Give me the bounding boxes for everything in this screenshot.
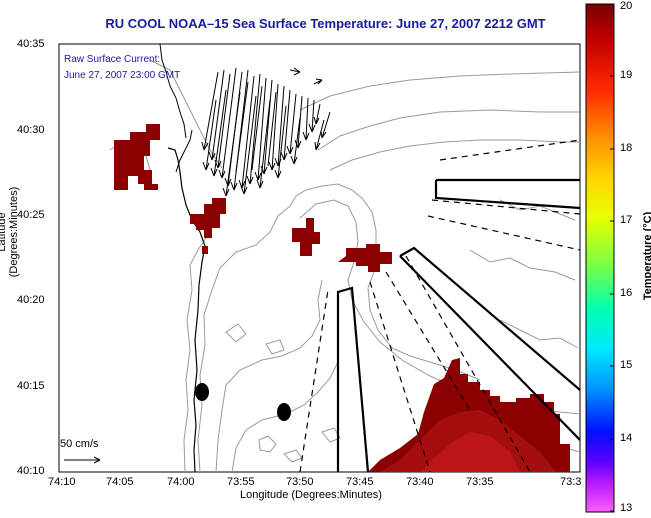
colorbar-tick-label: 14 <box>620 432 633 444</box>
x-axis-label: Longitude (Degrees:Minutes) <box>240 489 382 501</box>
x-tick-label: 73:3 <box>560 476 582 488</box>
sandy-hook-coast <box>175 129 193 173</box>
colorbar-tick-label: 20 <box>620 0 633 12</box>
colorbar-tick-label: 13 <box>620 502 633 514</box>
x-tick-label: 73:35 <box>466 476 494 488</box>
colorbar-tick-label: 15 <box>620 359 633 371</box>
colorbar-ticks <box>610 3 614 512</box>
x-tick-label: 73:55 <box>227 476 255 488</box>
y-tick-label: 40:20 <box>17 294 45 306</box>
x-tick-label: 74:05 <box>106 476 134 488</box>
radial-lines <box>299 139 580 472</box>
scale-arrow <box>64 456 101 464</box>
colorbar <box>585 3 615 513</box>
sst-patches <box>114 124 392 272</box>
overlay-timestamp: June 27, 2007 23:00 GMT <box>64 70 181 81</box>
y-tick-label: 40:10 <box>17 465 45 477</box>
colorbar-tick-label: 18 <box>620 142 633 154</box>
y-tick-label: 40:25 <box>17 209 45 221</box>
overlay-label: Raw Surface Current: <box>64 54 161 65</box>
x-tick-label: 74:00 <box>167 476 195 488</box>
buoy-marker <box>195 383 209 401</box>
colorbar-label: Temperature (°C) <box>642 211 651 301</box>
y-tick-label: 40:15 <box>17 380 45 392</box>
colorbar-tick-label: 17 <box>620 214 633 226</box>
current-vectors <box>201 67 331 197</box>
y-tick-label: 40:30 <box>17 124 45 136</box>
wedge-outlines <box>336 178 580 472</box>
y-tick-label: 40:35 <box>17 38 45 50</box>
x-tick-label: 73:50 <box>286 476 314 488</box>
buoy-marker <box>277 403 291 421</box>
scale-bar-label: 50 cm/s <box>60 438 99 450</box>
x-tick-label: 74:10 <box>48 476 76 488</box>
x-tick-label: 73:40 <box>406 476 434 488</box>
north-coast <box>159 44 187 139</box>
colorbar-tick-label: 16 <box>620 287 633 299</box>
map-title: RU COOL NOAA–15 Sea Surface Temperature:… <box>105 16 546 31</box>
colorbar-tick-label: 19 <box>620 69 633 81</box>
x-tick-label: 73:45 <box>346 476 374 488</box>
